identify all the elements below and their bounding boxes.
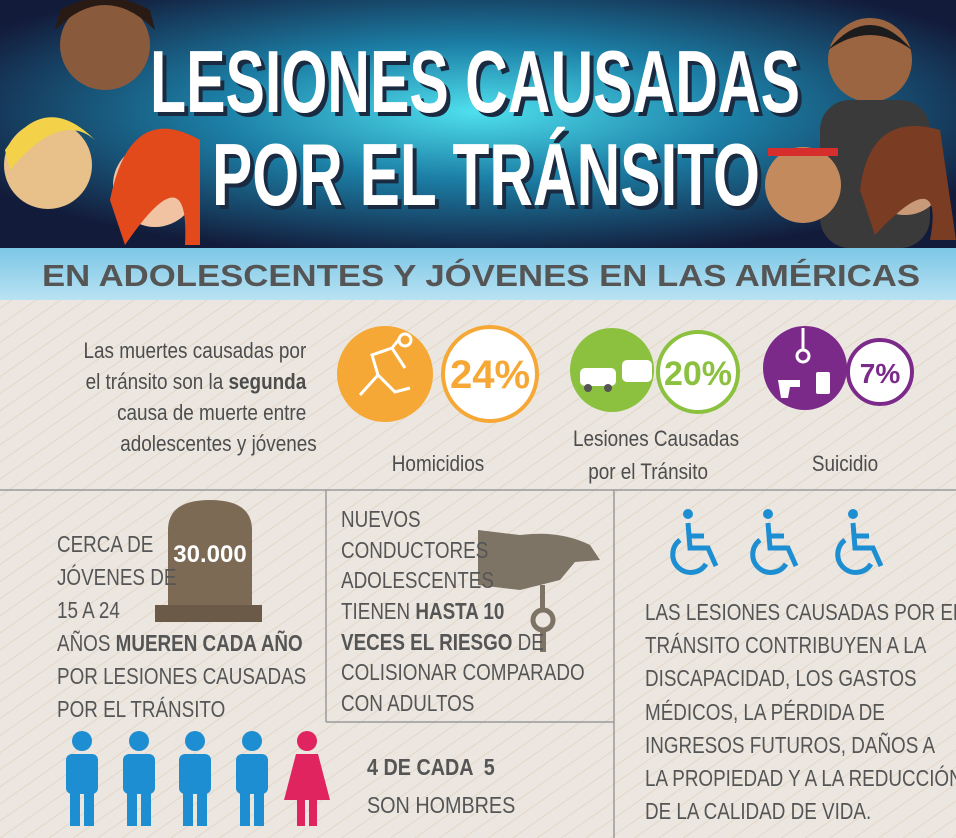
stat-value: 20% [664, 355, 732, 393]
suicide-stat: 7% Suicidio [763, 326, 914, 477]
disability-text: LAS LESIONES CAUSADAS POR EL TRÁNSITO CO… [645, 0, 956, 824]
wheelchair-icons [670, 509, 884, 575]
stat-label: Suicidio [812, 452, 878, 477]
faces [4, 0, 956, 248]
intro-text: Las muertes causadas por el tránsito son… [83, 0, 322, 456]
title-shadow: LESIONES CAUSADAS [154, 36, 804, 135]
title-line: LESIONES CAUSADAS [150, 32, 800, 131]
gender-text: 4 DE CADA 5 SON HOMBRES [367, 0, 521, 818]
tombstone: 30.000 [155, 500, 262, 622]
subtitle-band [0, 248, 956, 300]
death-count: 30.000 [173, 541, 246, 568]
stat-value: 24% [450, 353, 530, 397]
dividers [0, 489, 956, 838]
stat-label: Lesiones Causadas por el Tránsito [573, 0, 739, 484]
traffic-stat: 20% Lesiones Causadas por el Tránsito [570, 0, 740, 484]
deaths-text: CERCA DE JÓVENES DE 15 A 24 AÑOS MUEREN … [57, 0, 322, 722]
title-shadow: POR EL TRÁNSITO [216, 129, 764, 228]
title-line: POR EL TRÁNSITO [212, 125, 760, 224]
people-icons [66, 731, 330, 826]
hand-key-icon [478, 530, 600, 652]
stat-label: Homicidios [392, 452, 484, 477]
homicide-stat: 24% Homicidios [337, 325, 539, 477]
drivers-text: NUEVOS CONDUCTORES ADOLESCENTES TIENEN H… [341, 0, 600, 716]
stat-value: 7% [860, 358, 901, 389]
subtitle: EN ADOLESCENTES Y JÓVENES EN LAS AMÉRICA… [42, 257, 920, 293]
